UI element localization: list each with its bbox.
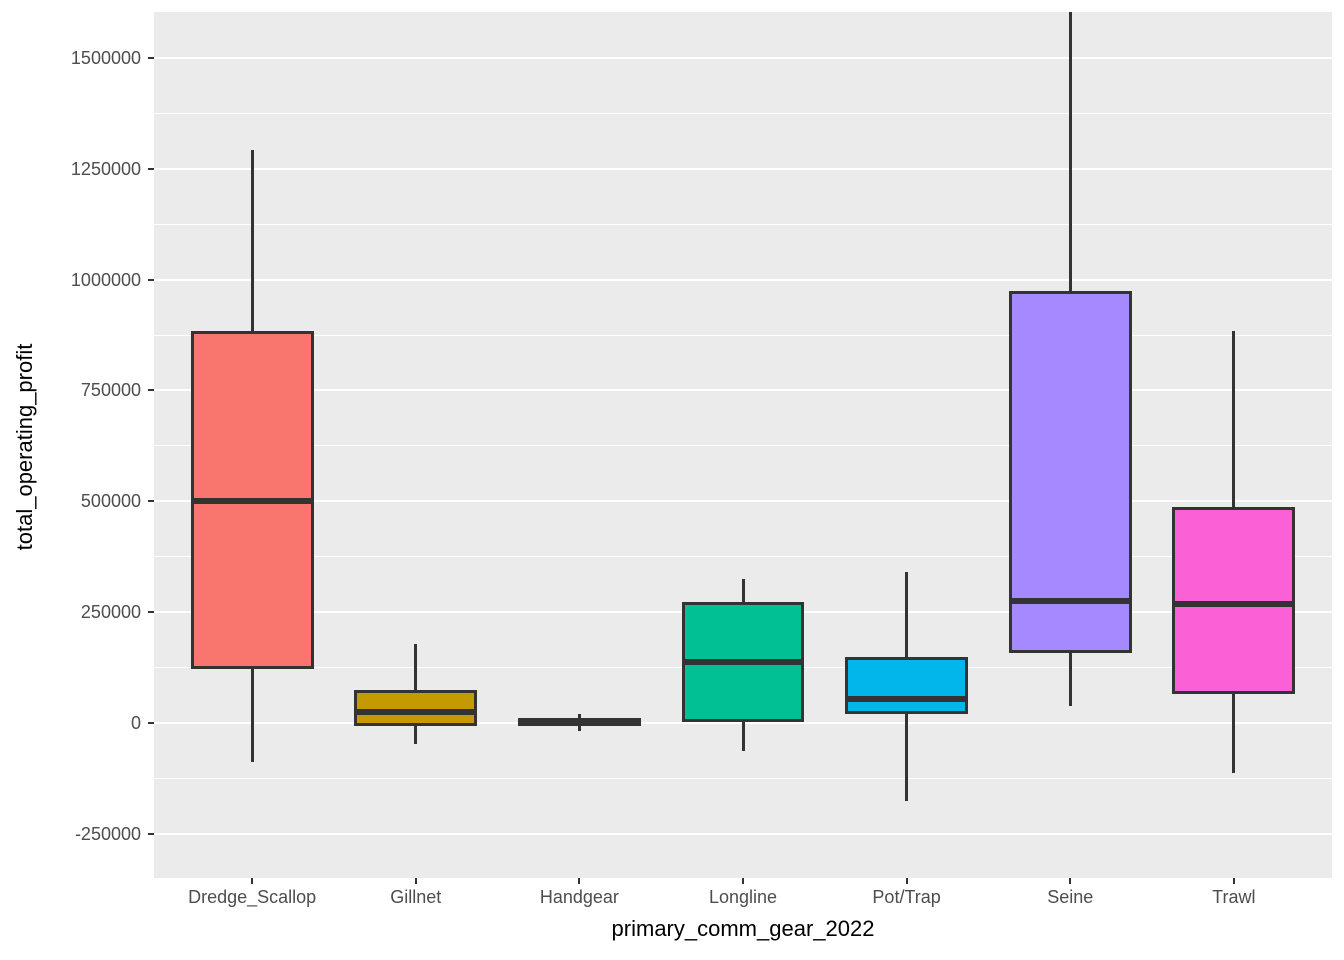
y-tick-mark [148, 389, 154, 392]
x-tick-mark [414, 878, 417, 884]
gridline-minor [154, 777, 1332, 779]
x-tick-mark [742, 878, 744, 884]
x-tick-label-gillnet: Gillnet [390, 887, 442, 907]
median-handgear [518, 718, 641, 725]
y-tick-label-250000: 250000 [80, 602, 141, 623]
x-tick-label-seine: Seine [1047, 887, 1094, 907]
median-pot-trap [845, 695, 968, 702]
y-tick-mark [148, 500, 154, 503]
gridline-major [154, 57, 1332, 60]
plot-panel [154, 12, 1332, 878]
x-tick-label-handgear: Handgear [539, 887, 619, 907]
x-tick-mark [578, 878, 581, 884]
gridline-major [154, 832, 1332, 835]
y-axis-title: total_operating_profit [12, 343, 37, 551]
y-tick-label-500000: 500000 [80, 491, 141, 512]
y-tick-label-1250000: 1250000 [70, 158, 141, 179]
y-tick-label-0: 0 [130, 712, 141, 733]
y-tick-label--250000: -250000 [74, 823, 141, 844]
y-tick-mark [148, 167, 154, 170]
gridline-major [154, 500, 1332, 503]
y-tick-mark [148, 721, 154, 724]
x-tick-label-longline: Longline [708, 887, 778, 907]
x-tick-label-pot-trap: Pot/Trap [872, 887, 941, 907]
x-tick-mark [1232, 878, 1235, 884]
gridline-minor [154, 112, 1332, 114]
x-tick-label-trawl: Trawl [1212, 887, 1256, 907]
x-axis-title: primary_comm_gear_2022 [611, 916, 875, 941]
gridline-minor [154, 445, 1332, 447]
box-trawl [1172, 507, 1296, 695]
gridline-major [154, 389, 1332, 392]
y-tick-label-750000: 750000 [80, 380, 141, 401]
box-gillnet [354, 689, 478, 726]
gridline-major [154, 167, 1332, 170]
median-gillnet [354, 708, 478, 715]
x-tick-mark [1069, 878, 1072, 884]
gridline-major [154, 278, 1332, 281]
box-pot-trap [845, 656, 968, 715]
y-tick-label-1500000: 1500000 [70, 48, 141, 69]
x-tick-mark [905, 878, 908, 884]
y-tick-mark [148, 611, 154, 614]
box-seine [1008, 290, 1132, 653]
y-tick-mark [148, 57, 154, 60]
x-tick-label-dredge-scallop: Dredge_Scallop [188, 887, 317, 907]
median-longline [681, 658, 805, 665]
x-tick-mark [251, 878, 254, 884]
gridline-minor [154, 556, 1332, 558]
y-tick-mark [148, 278, 154, 281]
y-tick-label-1000000: 1000000 [70, 269, 141, 290]
gridline-minor [154, 334, 1332, 336]
median-dredge-scallop [190, 498, 314, 505]
y-tick-mark [148, 832, 154, 835]
median-seine [1008, 598, 1132, 604]
gridline-minor [154, 223, 1332, 225]
median-trawl [1172, 601, 1296, 608]
